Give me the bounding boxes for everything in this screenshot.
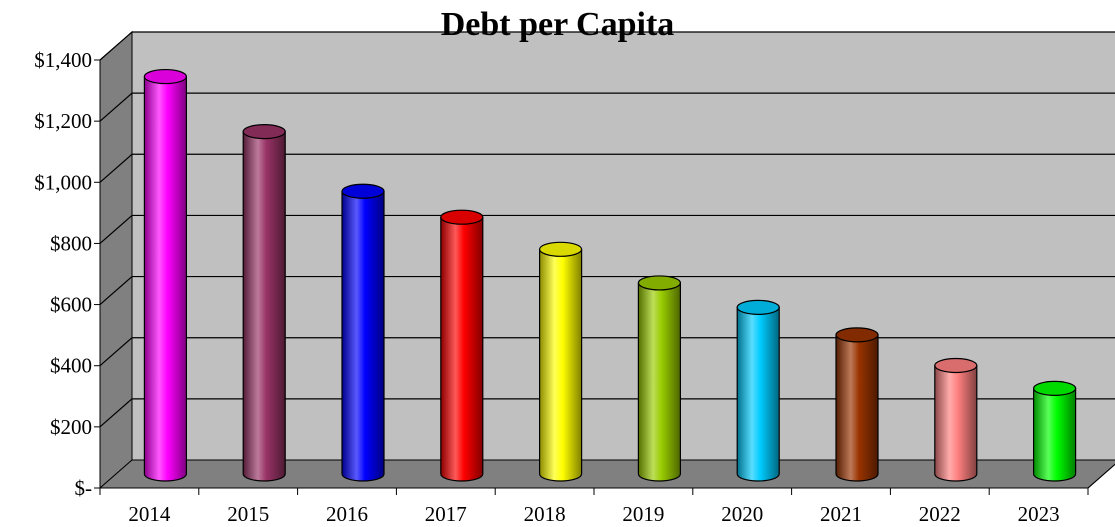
y-tick-label-4: $800 [50, 231, 92, 255]
gridlines [99, 31, 1115, 428]
bar-top-2022 [934, 357, 978, 374]
bar-top-2016 [341, 183, 385, 199]
x-tick-labels: 2014 2015 2016 2017 2018 2019 2020 2021 2022 2023 [128, 502, 1059, 526]
bar-top-2019 [637, 275, 682, 291]
bar-2023 [1032, 380, 1077, 482]
gridline-6 [99, 92, 1115, 122]
x-tick-label-2021: 2021 [820, 502, 862, 526]
x-tick-label-2015: 2015 [227, 502, 269, 526]
gridline-2 [99, 337, 1115, 367]
bar-body-2021 [835, 334, 879, 482]
bar-body-2017 [440, 216, 484, 482]
side-wall [99, 30, 133, 490]
y-tick-labels: $- $200 $400 $600 $800 $1,000 $1,200 $1,400 [34, 48, 92, 500]
x-tick-label-2017: 2017 [425, 502, 467, 526]
x-tick-label-2018: 2018 [524, 502, 566, 526]
bar-2014 [143, 68, 187, 482]
bar-top-2017 [440, 209, 484, 225]
bar-body-2014 [143, 75, 187, 482]
bar-body-2020 [736, 306, 780, 482]
bar-2019 [637, 275, 682, 482]
y-tick-label-6: $1,200 [34, 109, 92, 133]
x-tick-label-2016: 2016 [326, 502, 368, 526]
y-tick-label-0: $- [75, 476, 93, 500]
gridline-1 [99, 398, 1115, 428]
bar-2016 [341, 183, 385, 482]
y-tick-label-3: $600 [50, 293, 92, 317]
bars [143, 68, 1077, 482]
x-tick-label-2014: 2014 [128, 502, 171, 526]
bar-body-2023 [1033, 387, 1077, 482]
bar-body-2019 [637, 282, 681, 482]
x-tick-label-2019: 2019 [622, 502, 664, 526]
bar-body-2015 [242, 131, 286, 482]
bar-2015 [242, 124, 286, 482]
bar-top-2020 [736, 299, 780, 315]
bar-2018 [538, 241, 583, 482]
bar-top-2018 [538, 241, 583, 257]
y-tick-label-5: $1,000 [34, 170, 92, 194]
gridline-7 [99, 31, 1115, 61]
bar-top-2021 [835, 327, 879, 343]
gridline-4 [99, 214, 1115, 244]
x-tick-label-2023: 2023 [1018, 502, 1060, 526]
bar-body-2018 [539, 248, 583, 482]
x-tick-label-2022: 2022 [919, 502, 961, 526]
bar-top-2023 [1032, 380, 1077, 396]
bar-2020 [736, 299, 780, 482]
y-tick-label-2: $400 [50, 354, 92, 378]
bar-body-2016 [341, 190, 385, 482]
x-tick-label-2020: 2020 [721, 502, 763, 526]
gridline-5 [99, 153, 1115, 183]
bar-2022 [934, 357, 978, 482]
bar-2017 [440, 209, 484, 482]
bar-2021 [835, 327, 879, 482]
bar-body-2022 [934, 364, 978, 482]
gridline-3 [99, 275, 1115, 306]
bar-top-2015 [242, 124, 286, 140]
y-tick-label-1: $200 [50, 415, 92, 439]
y-tick-label-7: $1,400 [34, 48, 92, 72]
bar-top-2014 [143, 68, 187, 85]
